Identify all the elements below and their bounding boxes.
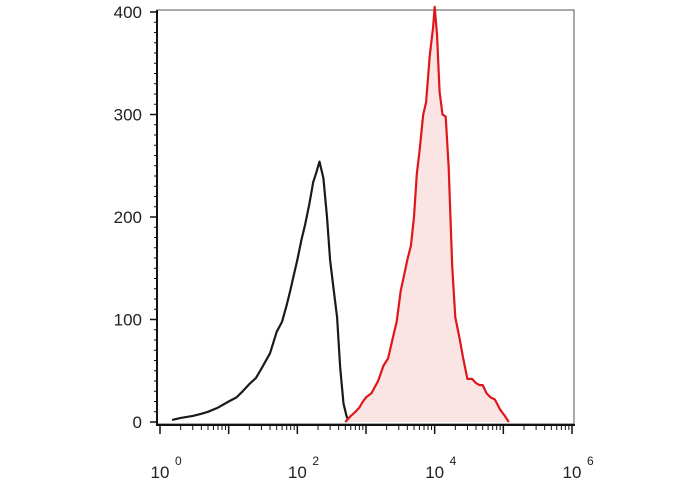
- x-tick-exponent: 6: [587, 454, 594, 468]
- y-tick-label: 0: [133, 413, 142, 432]
- series-1-line: [344, 5, 510, 423]
- y-tick-label: 200: [114, 208, 142, 227]
- x-tick-label: 10: [288, 463, 307, 482]
- x-tick-exponent: 2: [312, 454, 319, 468]
- x-tick-label: 10: [563, 463, 582, 482]
- x-tick-exponent: 4: [450, 454, 457, 468]
- plot-frame: [156, 9, 575, 425]
- x-tick-exponent: 0: [175, 454, 182, 468]
- series-1-area: [345, 6, 509, 423]
- y-tick-label: 300: [114, 106, 142, 125]
- x-tick-label: 10: [151, 463, 170, 482]
- series-0-line: [171, 160, 350, 423]
- y-tick-label: 100: [114, 311, 142, 330]
- x-tick-label: 10: [425, 463, 444, 482]
- y-tick-label: 400: [114, 3, 142, 22]
